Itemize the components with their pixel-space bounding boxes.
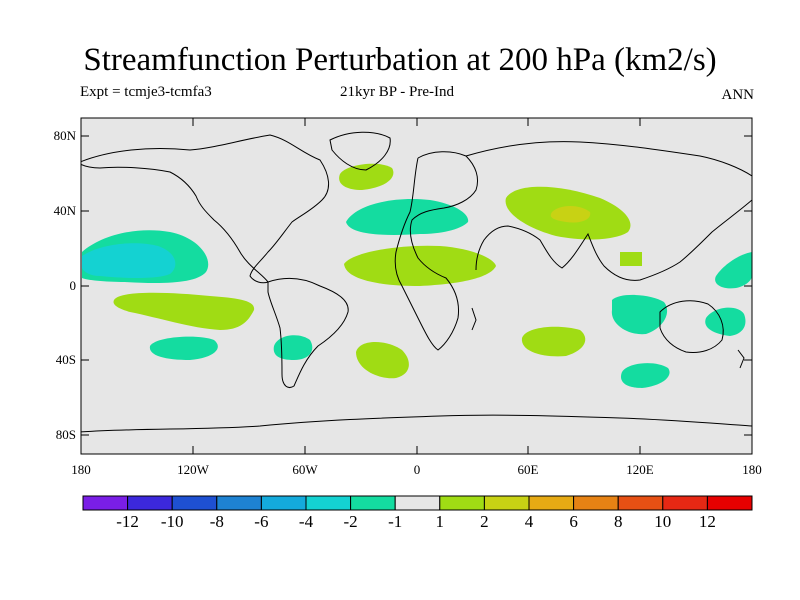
lat-label-40n: 40N (53, 203, 76, 218)
colorbar-label: -4 (298, 512, 314, 531)
colorbar-label: 1 (435, 512, 445, 531)
colorbar-box (394, 495, 441, 511)
coastlines (81, 131, 752, 433)
contour-south-pacific (149, 336, 218, 360)
colorbar-box (528, 495, 575, 511)
lat-label-eq: 0 (69, 278, 77, 293)
colorbar-label: -10 (160, 512, 184, 531)
lat-label-80s: 80S (55, 427, 76, 442)
contour-tropical-atlantic (344, 245, 496, 286)
colorbar-box (350, 495, 396, 511)
contour-indian-ocean (611, 294, 668, 335)
coast-antarctica (81, 414, 752, 433)
lat-label-80n: 80N (53, 128, 76, 143)
lon-label-0: 0 (413, 462, 421, 477)
lon-label-120e: 120E (626, 462, 654, 477)
colorbar-label: -12 (116, 512, 139, 531)
colorbar-box (706, 495, 753, 511)
contour-eurasia-core (550, 206, 591, 223)
colorbar-label: -2 (343, 512, 358, 531)
coast-europe-africa (394, 151, 479, 351)
coast-greenland (329, 131, 391, 171)
contour-south-indian (521, 326, 586, 357)
lat-label-40s: 40S (55, 352, 76, 367)
colorbar-box (573, 495, 619, 511)
contour-southwest-pacific (705, 307, 746, 336)
colorbar-label: 12 (698, 512, 716, 531)
colorbar-label: -6 (254, 512, 269, 531)
contour-south-china (620, 252, 642, 266)
colorbar-label: 8 (613, 512, 623, 531)
colorbar-box (82, 495, 129, 511)
contour-south-america (273, 335, 313, 360)
coast-new-zealand (737, 349, 745, 369)
map-title: Streamfunction Perturbation at 200 hPa (… (83, 42, 717, 78)
axis-ticks (81, 118, 752, 454)
colorbar-box (127, 495, 173, 511)
lon-label-60e: 60E (517, 462, 539, 477)
colorbar-label: -1 (388, 512, 403, 531)
contour-southern-ocean (620, 363, 670, 388)
lon-label-60w: 60W (292, 462, 318, 477)
colorbar-box (260, 495, 307, 511)
lon-label-180w: 180 (71, 462, 91, 477)
colorbar-label: 4 (524, 512, 534, 531)
contour-east-pacific (113, 292, 255, 330)
contour-north-atlantic (346, 198, 469, 235)
colorbar-box (439, 495, 485, 511)
contour-fills (82, 163, 752, 388)
colorbar-label: 10 (654, 512, 672, 531)
colorbar-box (662, 495, 708, 511)
coast-north-america (81, 134, 329, 284)
contour-greenland (339, 163, 394, 190)
colorbar-box (171, 495, 218, 511)
coast-madagascar (471, 307, 477, 331)
colorbar-box (617, 495, 664, 511)
period-label: 21kyr BP - Pre-Ind (340, 84, 455, 100)
contour-north-pacific-west (715, 252, 752, 289)
colorbar-label: 2 (480, 512, 489, 531)
experiment-label: Expt = tcmje3-tcmfa3 (80, 84, 212, 100)
coast-australia (659, 300, 724, 353)
lon-label-180e: 180 (742, 462, 762, 477)
colorbar-label: -8 (209, 512, 224, 531)
coast-asia (465, 141, 752, 281)
season-label: ANN (721, 87, 755, 103)
colorbar-box (483, 495, 530, 511)
colorbar (82, 495, 753, 511)
contour-north-pacific-core (82, 243, 176, 278)
colorbar-box (305, 495, 352, 511)
contour-south-atlantic (356, 342, 409, 379)
lon-label-120w: 120W (177, 462, 209, 477)
coast-south-america (267, 278, 349, 388)
colorbar-box (216, 495, 262, 511)
map-background (81, 118, 752, 454)
colorbar-label: 6 (569, 512, 578, 531)
